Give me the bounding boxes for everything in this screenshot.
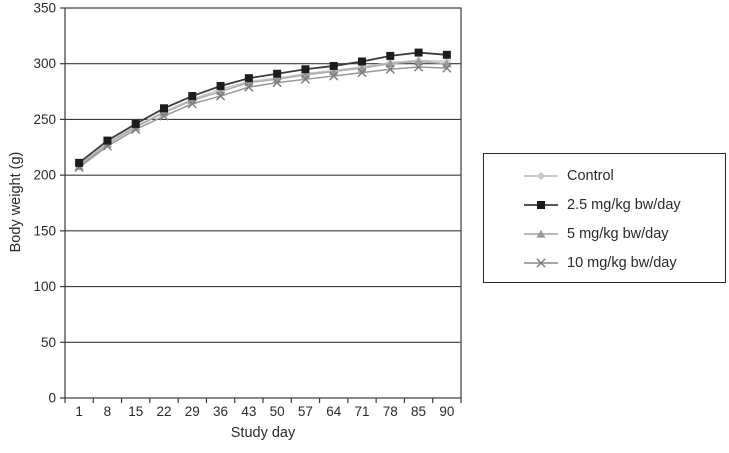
svg-text:64: 64 bbox=[326, 404, 342, 419]
svg-text:22: 22 bbox=[156, 404, 171, 419]
chart-legend: Control 2.5 mg/kg bw/day 5 mg/kg bw/day … bbox=[483, 153, 726, 283]
triangle-marker-icon bbox=[524, 229, 558, 238]
svg-text:36: 36 bbox=[213, 404, 228, 419]
svg-text:50: 50 bbox=[270, 404, 285, 419]
svg-text:57: 57 bbox=[298, 404, 313, 419]
legend-label: Control bbox=[567, 167, 614, 184]
legend-label: 5 mg/kg bw/day bbox=[567, 225, 669, 242]
svg-text:78: 78 bbox=[383, 404, 398, 419]
svg-text:71: 71 bbox=[354, 404, 369, 419]
x-marker-icon bbox=[524, 257, 558, 268]
svg-text:85: 85 bbox=[411, 404, 426, 419]
y-axis-label: Body weight (g) bbox=[8, 151, 24, 253]
svg-text:100: 100 bbox=[33, 279, 56, 294]
svg-text:0: 0 bbox=[48, 391, 56, 406]
x-axis-label: Study day bbox=[230, 425, 296, 441]
legend-item-5-mgkg: 5 mg/kg bw/day bbox=[524, 219, 725, 248]
legend-item-10-mgkg: 10 mg/kg bw/day bbox=[524, 248, 725, 277]
square-marker-icon bbox=[524, 200, 558, 209]
svg-text:200: 200 bbox=[33, 168, 56, 183]
legend-label: 2.5 mg/kg bw/day bbox=[567, 196, 681, 213]
svg-text:8: 8 bbox=[104, 404, 112, 419]
svg-text:350: 350 bbox=[33, 1, 56, 16]
svg-text:150: 150 bbox=[33, 223, 56, 238]
svg-text:1: 1 bbox=[75, 404, 83, 419]
diamond-marker-icon bbox=[524, 171, 558, 180]
svg-text:90: 90 bbox=[439, 404, 454, 419]
svg-text:15: 15 bbox=[128, 404, 143, 419]
legend-label: 10 mg/kg bw/day bbox=[567, 254, 677, 271]
svg-text:250: 250 bbox=[33, 112, 56, 127]
svg-text:29: 29 bbox=[185, 404, 200, 419]
svg-text:43: 43 bbox=[241, 404, 256, 419]
legend-item-control: Control bbox=[524, 161, 725, 190]
line-chart-plot: 0 50 100 150 200 250 300 350 1 8 15 22 29 36 43 50 57 64 7… bbox=[33, 1, 462, 419]
legend-item-2-5-mgkg: 2.5 mg/kg bw/day bbox=[524, 190, 725, 219]
svg-text:50: 50 bbox=[41, 335, 56, 350]
svg-text:300: 300 bbox=[33, 56, 56, 71]
